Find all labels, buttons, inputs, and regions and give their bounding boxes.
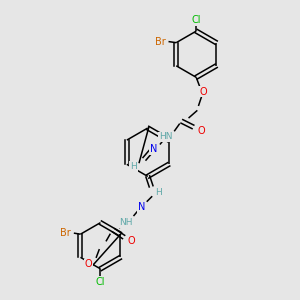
Text: Cl: Cl xyxy=(191,15,201,25)
Text: O: O xyxy=(199,87,207,97)
Text: Br: Br xyxy=(60,228,70,238)
Text: HN: HN xyxy=(159,132,172,141)
Text: H: H xyxy=(130,162,137,171)
Text: O: O xyxy=(85,260,92,269)
Text: O: O xyxy=(128,236,135,246)
Text: N: N xyxy=(137,202,145,212)
Text: O: O xyxy=(198,126,206,136)
Text: Br: Br xyxy=(155,37,166,46)
Text: N: N xyxy=(150,144,157,154)
Text: NH: NH xyxy=(119,218,133,227)
Text: H: H xyxy=(155,188,162,197)
Text: Cl: Cl xyxy=(96,277,105,287)
